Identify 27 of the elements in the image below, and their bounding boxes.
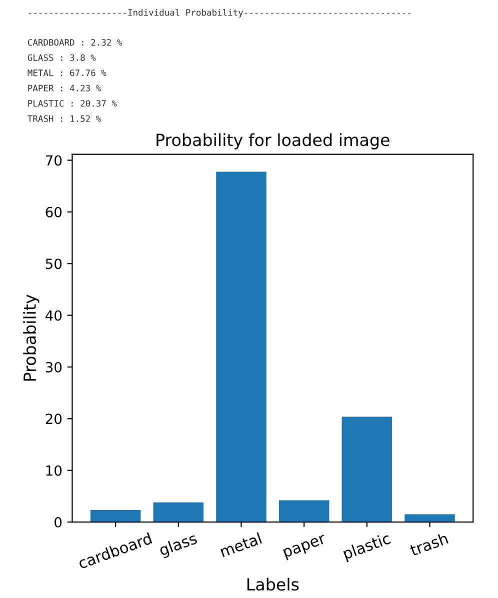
y-tick-label: 60 [46, 206, 62, 218]
y-tick-label: 50 [46, 258, 62, 270]
bar [278, 500, 330, 522]
y-tick-label: 20 [46, 414, 62, 424]
text: METAL : 67.76 % [28, 70, 106, 76]
text: CARDBOARD : 2.32 % [28, 39, 122, 46]
text: PAPER : 4.23 % [28, 84, 101, 92]
text: GLASS : 3.8 % [28, 54, 96, 61]
bar [342, 416, 392, 522]
y-tick-label: 0 [54, 517, 62, 528]
bar [153, 502, 204, 522]
x-axis-title: Labels [247, 578, 299, 591]
text: -------------------Individual Probability-------------------------------- [28, 8, 410, 18]
text: PLASTIC : 20.37 % [28, 100, 117, 107]
y-tick-label: 70 [46, 155, 62, 166]
y-tick-label: 10 [46, 465, 62, 476]
bar [90, 510, 141, 522]
bar [216, 172, 266, 522]
y-tick-label: 30 [46, 362, 62, 372]
chart-title: Probability for loaded image [156, 133, 390, 150]
y-axis-title: Probability [23, 294, 40, 381]
x-tick-label: glass [158, 532, 199, 559]
text: TRASH : 1.52 % [28, 115, 101, 122]
bar [404, 514, 455, 522]
x-tick-label: metal [219, 532, 262, 558]
y-tick-label: 40 [45, 310, 62, 321]
x-tick-label: trash [409, 532, 448, 556]
